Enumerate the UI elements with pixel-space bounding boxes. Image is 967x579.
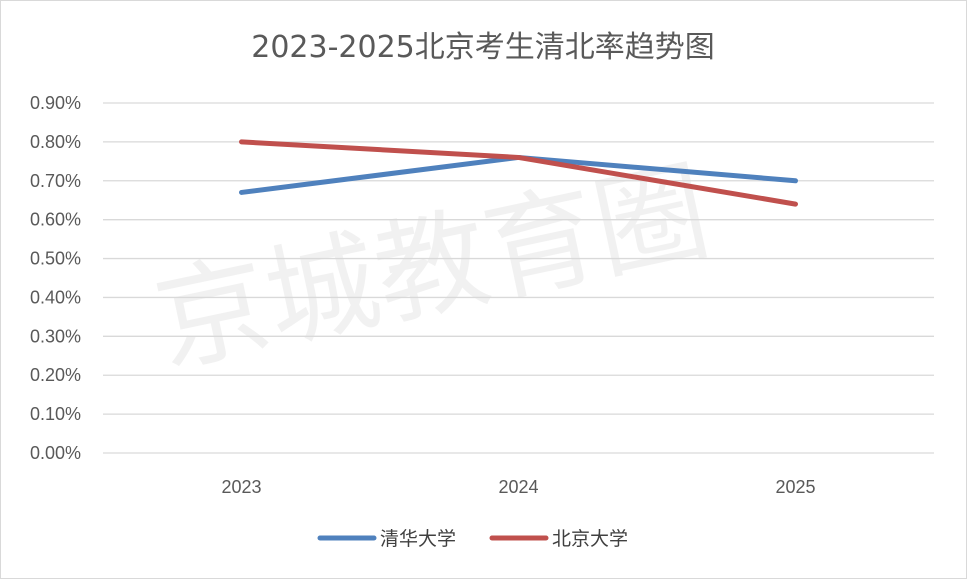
- series-line: [239, 139, 798, 207]
- y-tick-label: 0.40%: [30, 287, 81, 307]
- y-tick-label: 0.60%: [30, 210, 81, 230]
- y-tick-label: 0.10%: [30, 404, 81, 424]
- y-tick-label: 0.20%: [30, 365, 81, 385]
- x-tick-label: 2025: [775, 477, 815, 497]
- y-tick-label: 0.00%: [30, 443, 81, 463]
- series-lines: [239, 139, 798, 207]
- legend-label: 北京大学: [552, 528, 628, 550]
- y-tick-label: 0.90%: [30, 93, 81, 113]
- x-axis-ticks: 2023 2024 2025: [221, 477, 815, 497]
- y-tick-label: 0.50%: [30, 249, 81, 269]
- y-tick-label: 0.80%: [30, 132, 81, 152]
- y-tick-label: 0.30%: [30, 326, 81, 346]
- y-tick-label: 0.70%: [30, 171, 81, 191]
- chart-title: 2023-2025北京考生清北率趋势图: [251, 30, 715, 65]
- y-axis-ticks: 0.00% 0.10% 0.20% 0.30% 0.40% 0.50% 0.60% 0.70%…: [30, 93, 81, 463]
- x-tick-label: 2024: [498, 477, 538, 497]
- legend: 清华大学 北京大学: [317, 528, 628, 550]
- legend-label: 清华大学: [380, 528, 456, 550]
- watermark: 京城教育圈: [145, 146, 720, 390]
- x-tick-label: 2023: [221, 477, 261, 497]
